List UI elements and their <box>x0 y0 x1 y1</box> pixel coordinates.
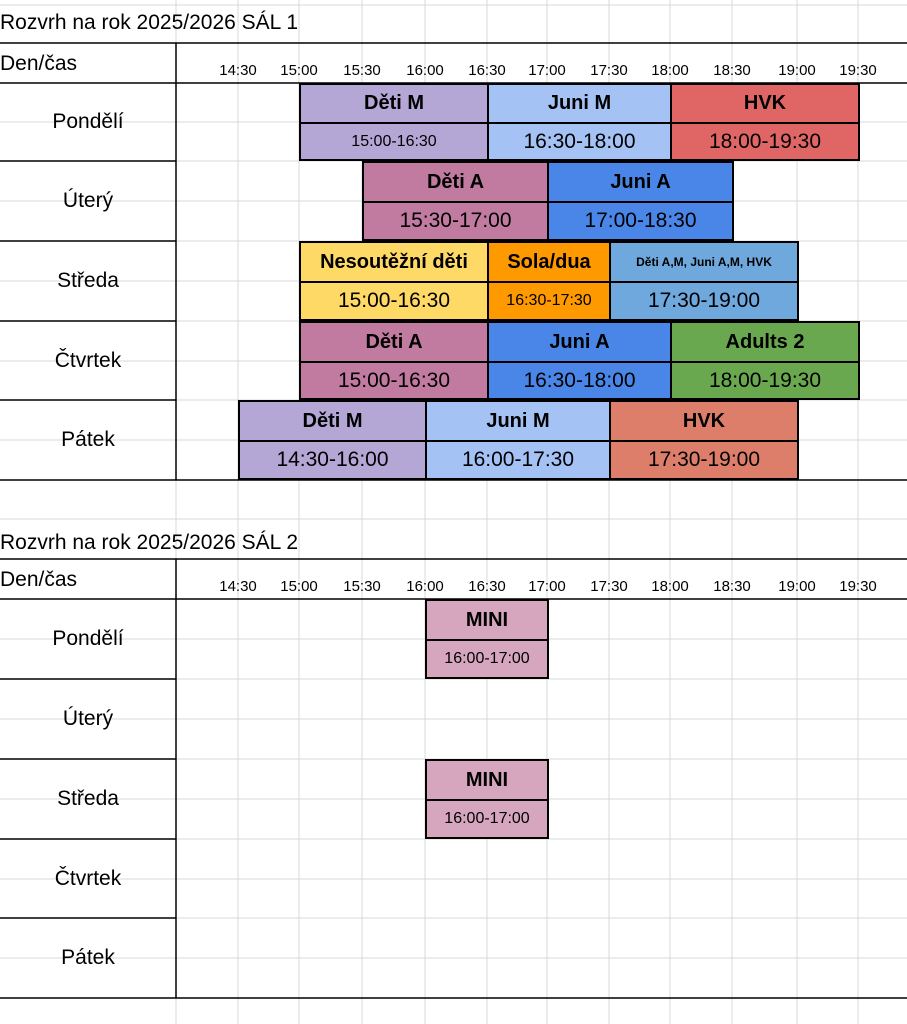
time-label: 19:30 <box>839 578 877 595</box>
class-name-cell[interactable]: Děti A <box>299 321 489 363</box>
time-label: 19:30 <box>839 62 877 79</box>
day-label: Čtvrtek <box>54 348 122 372</box>
class-time-cell[interactable]: 15:00-16:30 <box>299 361 489 400</box>
class-name-cell[interactable]: Děti A <box>362 161 549 203</box>
class-time-cell[interactable]: 16:00-17:00 <box>425 799 549 839</box>
class-time-cell[interactable]: 14:30-16:00 <box>238 440 427 480</box>
class-name-cell[interactable]: Juni M <box>487 83 672 124</box>
day-time-header: Den/čas <box>0 52 78 75</box>
class-name-cell[interactable]: MINI <box>425 599 549 641</box>
time-label: 16:30 <box>468 578 506 595</box>
class-time-cell[interactable]: 16:30-18:00 <box>487 361 672 400</box>
time-label: 17:30 <box>590 578 628 595</box>
class-name-cell[interactable]: HVK <box>670 83 860 124</box>
time-label: 16:30 <box>468 62 506 79</box>
day-label: Pátek <box>61 428 115 451</box>
class-time-cell[interactable]: 18:00-19:30 <box>670 122 860 161</box>
class-time-cell[interactable]: 15:00-16:30 <box>299 281 489 321</box>
class-name-cell[interactable]: Děti M <box>299 83 489 124</box>
class-time-cell[interactable]: 16:30-18:00 <box>487 122 672 161</box>
time-label: 15:00 <box>280 578 318 595</box>
class-time-cell[interactable]: 16:00-17:30 <box>425 440 611 480</box>
time-label: 14:30 <box>219 578 257 595</box>
time-label: 16:00 <box>406 578 444 595</box>
class-name-cell[interactable]: Juni A <box>547 161 734 203</box>
time-label: 16:00 <box>406 62 444 79</box>
time-label: 18:30 <box>713 62 751 79</box>
time-label: 15:30 <box>343 578 381 595</box>
class-time-cell[interactable]: 16:30-17:30 <box>487 281 611 321</box>
sal2-title: Rozvrh na rok 2025/2026 SÁL 2 <box>0 531 299 554</box>
class-name-cell[interactable]: Nesoutěžní děti <box>299 241 489 283</box>
time-label: 15:00 <box>280 62 318 79</box>
time-label: 17:30 <box>590 62 628 79</box>
class-time-cell[interactable]: 17:30-19:00 <box>609 440 799 480</box>
sal1-title: Rozvrh na rok 2025/2026 SÁL 1 <box>0 11 299 34</box>
day-label: Úterý <box>62 707 114 730</box>
class-name-cell[interactable]: Adults 2 <box>670 321 860 363</box>
class-time-cell[interactable]: 16:00-17:00 <box>425 639 549 679</box>
class-time-cell[interactable]: 17:30-19:00 <box>609 281 799 321</box>
class-time-cell[interactable]: 17:00-18:30 <box>547 201 734 241</box>
day-label: Pondělí <box>52 627 124 650</box>
time-label: 17:00 <box>528 578 566 595</box>
day-time-header: Den/čas <box>0 568 78 591</box>
time-label: 19:00 <box>778 62 816 79</box>
day-label: Úterý <box>62 189 114 212</box>
class-time-cell[interactable]: 15:30-17:00 <box>362 201 549 241</box>
class-name-cell[interactable]: Děti A,M, Juni A,M, HVK <box>609 241 799 283</box>
class-name-cell[interactable]: Děti M <box>238 400 427 442</box>
class-name-cell[interactable]: Juni M <box>425 400 611 442</box>
day-label: Středa <box>57 787 119 810</box>
time-label: 18:30 <box>713 578 751 595</box>
class-time-cell[interactable]: 15:00-16:30 <box>299 122 489 161</box>
day-label: Pondělí <box>52 110 124 133</box>
class-name-cell[interactable]: MINI <box>425 759 549 801</box>
class-name-cell[interactable]: Juni A <box>487 321 672 363</box>
class-name-cell[interactable]: Sola/dua <box>487 241 611 283</box>
time-label: 14:30 <box>219 62 257 79</box>
time-label: 15:30 <box>343 62 381 79</box>
day-label: Čtvrtek <box>54 866 122 890</box>
time-label: 18:00 <box>651 578 689 595</box>
class-time-cell[interactable]: 18:00-19:30 <box>670 361 860 400</box>
time-label: 17:00 <box>528 62 566 79</box>
time-label: 19:00 <box>778 578 816 595</box>
time-label: 18:00 <box>651 62 689 79</box>
day-label: Středa <box>57 269 119 292</box>
day-label: Pátek <box>61 946 115 969</box>
class-name-cell[interactable]: HVK <box>609 400 799 442</box>
